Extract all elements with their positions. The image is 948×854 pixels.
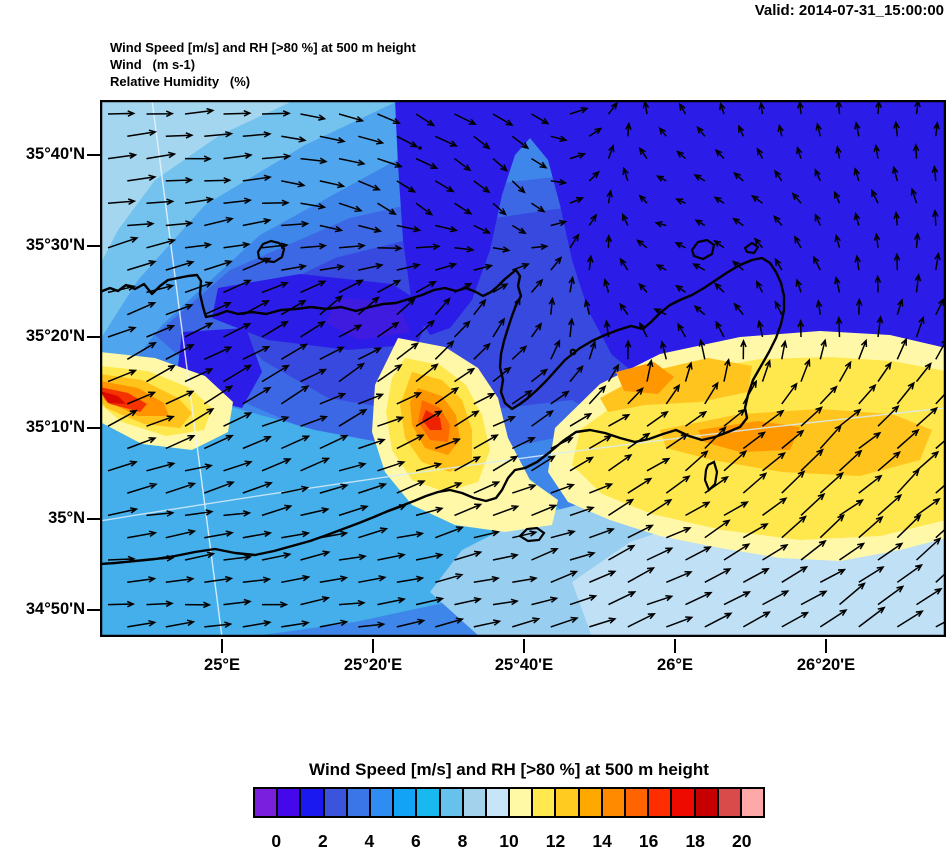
lon-label-1: 25°20'E bbox=[343, 656, 403, 674]
legend-num-0: 0 bbox=[271, 831, 282, 851]
graticule-meridian-25E bbox=[151, 101, 223, 636]
legend-swatch-21 bbox=[741, 789, 764, 816]
contour-west-hotspot-ring5 bbox=[101, 387, 147, 412]
island-west-islet bbox=[256, 239, 286, 264]
contour-center-hotspot-core bbox=[422, 410, 442, 430]
legend-num-20: 20 bbox=[731, 831, 752, 851]
legend-swatch-10 bbox=[486, 789, 511, 816]
plot-title-line2: Wind (m s-1) bbox=[110, 57, 196, 72]
island-south-islet bbox=[518, 526, 546, 543]
island-tiny-islet bbox=[569, 348, 577, 356]
contour-east-band-gold1 bbox=[600, 358, 752, 412]
legend-num-2: 2 bbox=[317, 831, 328, 851]
legend-num-14: 14 bbox=[592, 831, 612, 851]
contour-fill-layers bbox=[101, 101, 945, 636]
legend-swatch-14 bbox=[579, 789, 603, 816]
legend-swatch-6 bbox=[394, 789, 418, 816]
lon-tick-0 bbox=[221, 639, 224, 653]
legend-num-18: 18 bbox=[685, 831, 705, 851]
lon-tick-2 bbox=[523, 639, 526, 653]
legend-swatch-2 bbox=[301, 789, 325, 816]
map-figure bbox=[100, 100, 946, 637]
legend-swatch-19 bbox=[695, 789, 719, 816]
legend-swatch-11 bbox=[510, 789, 534, 816]
lon-label-3: 26°E bbox=[657, 656, 693, 674]
lat-tick-0 bbox=[87, 154, 100, 157]
lat-tick-3 bbox=[87, 427, 100, 430]
lat-label-2: 35°20'N bbox=[25, 327, 85, 345]
island-cape-islet bbox=[743, 241, 760, 255]
contour-east-band-orange1 bbox=[616, 362, 674, 394]
legend-swatch-12 bbox=[533, 789, 557, 816]
plot-title-block: Wind Speed [m/s] and RH [>80 %] at 500 m… bbox=[110, 39, 416, 90]
legend-num-16: 16 bbox=[638, 831, 659, 851]
island-northeast-islet bbox=[690, 238, 716, 261]
contour-west-hotspot-core bbox=[101, 391, 126, 404]
wind-arrow-strokes bbox=[107, 101, 945, 629]
legend-swatch-1 bbox=[278, 789, 302, 816]
legend-swatch-5 bbox=[370, 789, 395, 816]
legend-num-12: 12 bbox=[545, 831, 566, 851]
map-frame bbox=[100, 100, 946, 637]
legend-num-6: 6 bbox=[411, 831, 421, 851]
plot-title-line3: Relative Humidity (%) bbox=[110, 74, 251, 89]
island-dot-islet bbox=[418, 146, 422, 150]
wind-vector-arrows bbox=[107, 101, 945, 629]
lon-tick-1 bbox=[372, 639, 375, 653]
legend-swatch-0 bbox=[255, 789, 279, 816]
plot-title-line1: Wind Speed [m/s] and RH [>80 %] at 500 m… bbox=[110, 40, 416, 55]
legend-title: Wind Speed [m/s] and RH [>80 %] at 500 m… bbox=[309, 760, 709, 779]
legend-num-10: 10 bbox=[499, 831, 519, 851]
legend-swatch-7 bbox=[417, 789, 441, 816]
lat-label-1: 35°30'N bbox=[25, 236, 85, 254]
legend-swatch-3 bbox=[324, 789, 348, 816]
legend-swatch-13 bbox=[556, 789, 580, 816]
map-canvas bbox=[100, 100, 946, 637]
legend-num-8: 8 bbox=[457, 831, 468, 851]
legend-swatch-4 bbox=[347, 789, 371, 816]
lat-tick-2 bbox=[87, 336, 100, 339]
lon-label-0: 25°E bbox=[204, 656, 240, 674]
lon-tick-4 bbox=[825, 639, 828, 653]
island-southeast-islet bbox=[703, 460, 719, 492]
legend-swatch-8 bbox=[440, 789, 464, 816]
legend-swatch-18 bbox=[672, 789, 696, 816]
legend-num-4: 4 bbox=[364, 831, 375, 851]
legend-swatch-20 bbox=[718, 789, 742, 816]
valid-time-label: Valid: 2014-07-31_15:00:00 bbox=[754, 2, 944, 19]
legend-swatch-16 bbox=[626, 789, 650, 816]
lat-label-3: 35°10'N bbox=[25, 418, 85, 436]
lon-tick-3 bbox=[674, 639, 677, 653]
legend-swatch-9 bbox=[463, 789, 487, 816]
lat-tick-5 bbox=[87, 609, 100, 612]
legend-swatch-17 bbox=[649, 789, 673, 816]
crete-coastline bbox=[101, 256, 786, 566]
lat-label-5: 34°50'N bbox=[25, 600, 85, 618]
lon-label-4: 26°20'E bbox=[796, 656, 856, 674]
legend-colorbar bbox=[253, 787, 765, 818]
legend-swatch-15 bbox=[602, 789, 626, 816]
lat-tick-1 bbox=[87, 245, 100, 248]
lat-label-4: 35°N bbox=[48, 509, 85, 527]
lat-tick-4 bbox=[87, 518, 100, 521]
contour-nw-band-pale bbox=[101, 101, 293, 264]
lon-label-2: 25°40'E bbox=[494, 656, 554, 674]
lat-label-0: 35°40'N bbox=[25, 145, 85, 163]
graticule-parallel-35N bbox=[101, 407, 945, 522]
